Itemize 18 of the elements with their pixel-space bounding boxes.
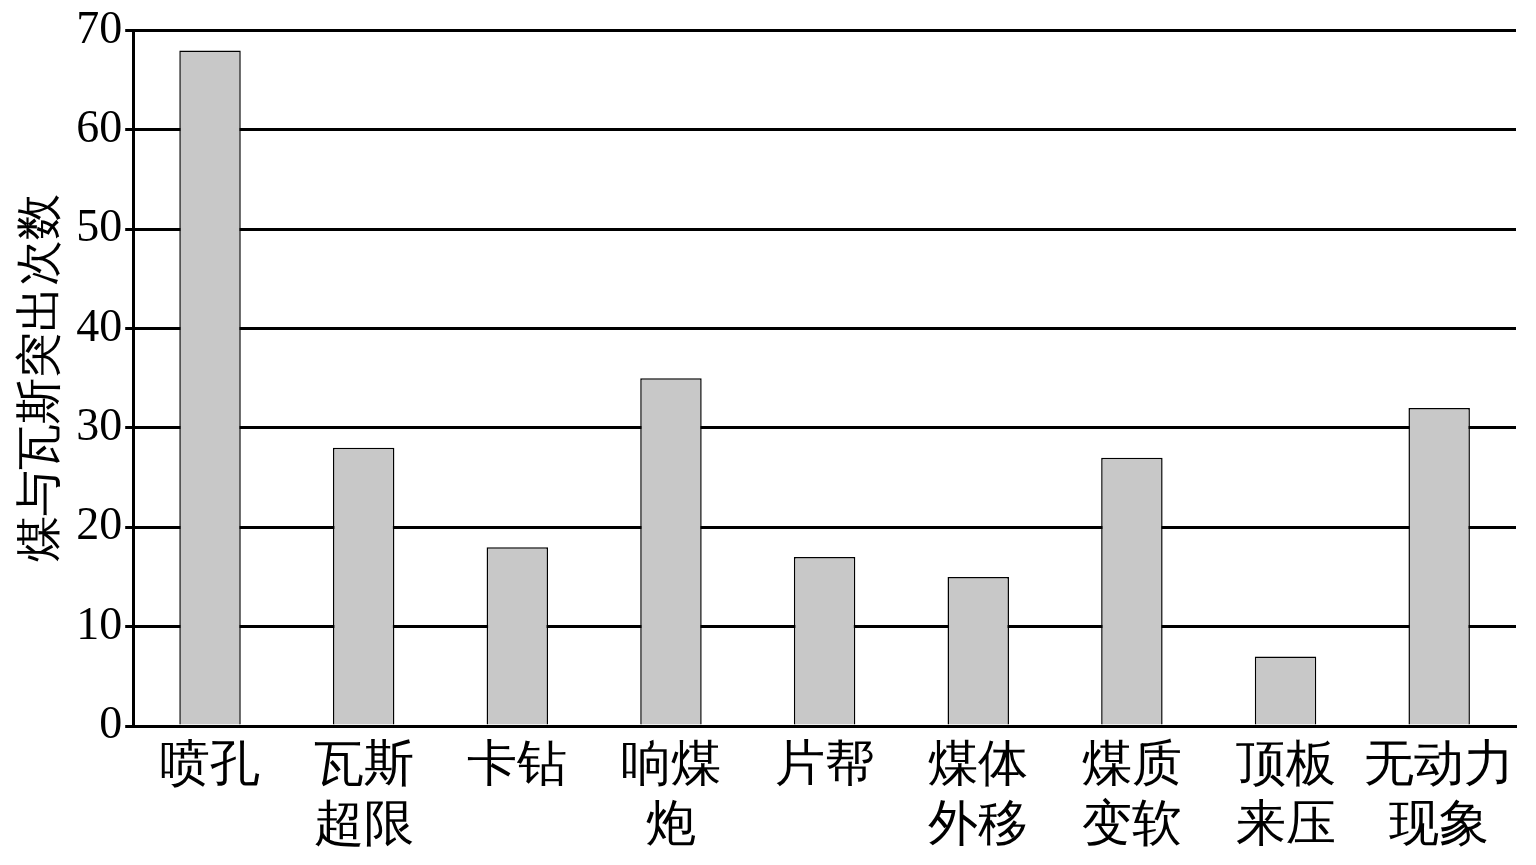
- x-tick-label: 卡钻: [467, 735, 568, 792]
- y-tick-label: 70: [76, 1, 123, 53]
- y-tick-label: 30: [76, 399, 123, 451]
- y-tick-label: 20: [76, 498, 123, 550]
- x-tick-label: 喷孔: [160, 735, 261, 792]
- x-tick-label: 瓦斯超限: [313, 735, 414, 852]
- x-tick-label: 煤体外移: [928, 735, 1029, 852]
- x-tick-label: 顶板来压: [1235, 735, 1336, 852]
- y-tick-label: 60: [76, 101, 123, 153]
- x-tick-label: 片帮: [774, 735, 875, 792]
- y-tick-label: 40: [76, 299, 123, 351]
- x-tick-label: 无动力现象: [1364, 735, 1515, 852]
- x-tick-label: 响煤炮: [620, 735, 721, 852]
- y-tick-label: 50: [76, 200, 123, 252]
- y-axis-title: 煤与瓦斯突出次数: [12, 194, 64, 563]
- y-tick-label: 0: [99, 697, 123, 749]
- y-tick-label: 10: [76, 597, 123, 649]
- x-tick-label: 煤质变软: [1081, 735, 1182, 852]
